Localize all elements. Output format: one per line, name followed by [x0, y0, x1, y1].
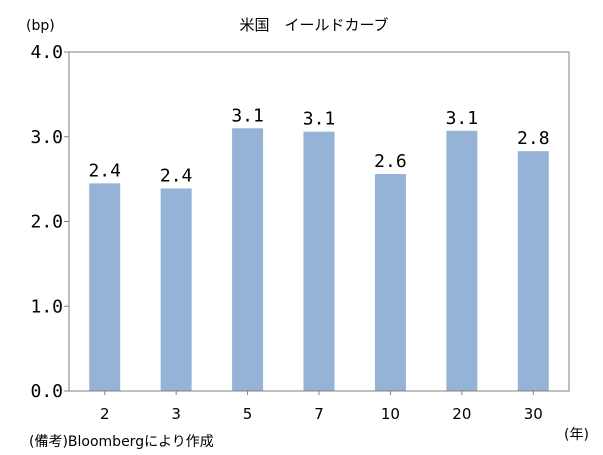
- bar-3: [160, 188, 192, 391]
- bar-30: [517, 151, 549, 391]
- data-label-2: 2.4: [88, 160, 121, 181]
- data-label-5: 3.1: [231, 105, 264, 126]
- x-tick-label-5: 5: [243, 405, 253, 423]
- bar-2: [89, 183, 121, 391]
- x-tick-label-3: 3: [171, 405, 181, 423]
- data-label-7: 3.1: [303, 109, 336, 130]
- y-tick-label: 4.0: [30, 42, 63, 63]
- y-tick-label: 0.0: [30, 381, 63, 402]
- data-label-20: 3.1: [446, 108, 479, 129]
- bars: [89, 128, 549, 392]
- data-labels: 2.4 2.4 3.1 3.1 2.6 3.1 2.8: [88, 105, 549, 186]
- chart-title: 米国 イールドカーブ: [239, 16, 388, 34]
- x-tick-label-2: 2: [100, 405, 110, 423]
- y-tick-label: 1.0: [30, 296, 63, 317]
- y-axis-ticks: 0.0 1.0 2.0 3.0 4.0: [30, 42, 69, 402]
- x-axis-unit: (年): [564, 427, 589, 443]
- x-axis-ticks: 2 3 5 7 10 20 30: [100, 391, 543, 423]
- bar-20: [446, 130, 478, 391]
- bar-7: [303, 131, 335, 392]
- source-note: (備考)Bloombergにより作成: [29, 434, 214, 450]
- data-label-10: 2.6: [374, 151, 407, 172]
- x-tick-label-20: 20: [452, 405, 471, 423]
- plot-area-frame: [68, 51, 570, 392]
- x-tick-label-10: 10: [381, 405, 400, 423]
- y-axis-unit: (bp): [26, 18, 55, 34]
- y-tick-label: 3.0: [30, 127, 63, 148]
- bar-10: [374, 174, 406, 391]
- x-tick-label-30: 30: [524, 405, 543, 423]
- bar-5: [232, 128, 264, 391]
- data-label-3: 2.4: [160, 165, 193, 186]
- y-tick-label: 2.0: [30, 212, 63, 233]
- data-label-30: 2.8: [517, 128, 550, 149]
- x-tick-label-7: 7: [314, 405, 324, 423]
